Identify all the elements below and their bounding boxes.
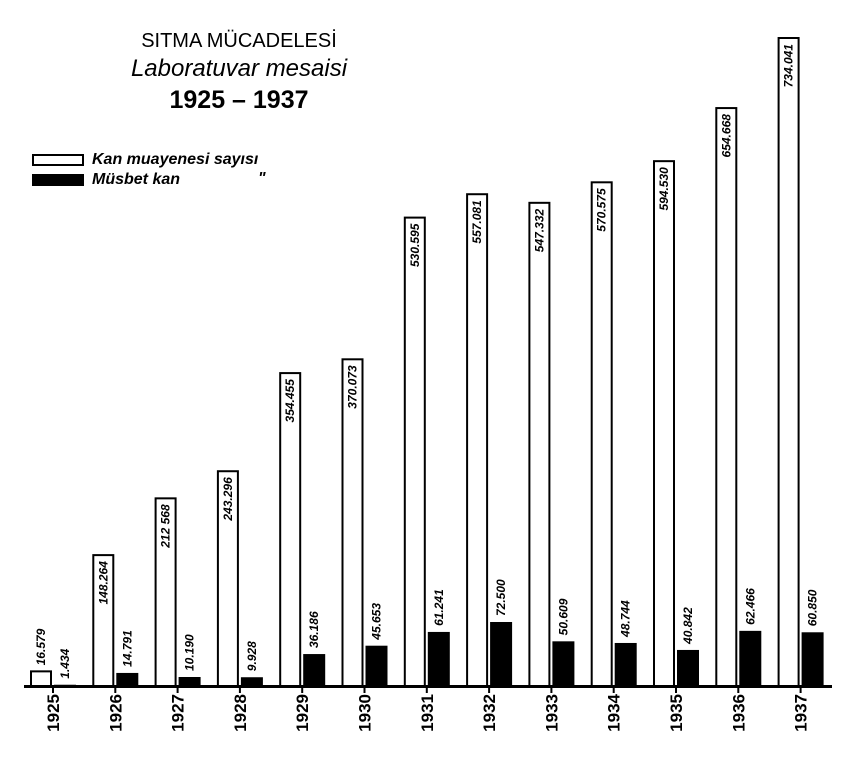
bar-positive: [178, 677, 201, 686]
bar-examinations: [403, 216, 426, 687]
data-label-positive: 10.190: [183, 634, 197, 671]
legend-ditto-mark: ": [258, 170, 266, 187]
data-label-positive: 9.928: [245, 641, 259, 671]
data-label-positive: 14.791: [120, 630, 134, 667]
legend: Kan muayenesi sayısı Müsbet kan: [32, 150, 258, 190]
bar-positive: [490, 621, 513, 686]
data-label-positive: 62.466: [743, 588, 757, 625]
legend-swatch-black: [32, 174, 84, 186]
bar-examinations: [154, 497, 177, 687]
x-tick-label: 1929: [293, 694, 312, 732]
x-tick-label: 1933: [542, 694, 561, 732]
bar-positive: [303, 654, 326, 686]
data-label-positive: 36.186: [307, 611, 321, 648]
data-label-examinations: 594.530: [657, 167, 671, 211]
data-label-examinations: 16.579: [34, 628, 48, 665]
data-label-examinations: 530.595: [408, 223, 422, 267]
legend-item-examinations: Kan muayenesi sayısı: [32, 150, 258, 170]
data-label-positive: 61.241: [432, 589, 446, 626]
bar-positive: [427, 631, 450, 686]
bar-positive: [614, 642, 637, 686]
legend-label-examinations: Kan muayenesi sayısı: [92, 151, 259, 168]
x-tick-label: 1928: [231, 694, 250, 732]
data-label-examinations: 148.264: [96, 561, 110, 605]
x-tick-label: 1936: [729, 694, 748, 732]
data-label-positive: 45.653: [370, 603, 384, 641]
data-label-examinations: 570.575: [595, 188, 609, 232]
bar-examinations: [30, 670, 52, 688]
x-tick-label: 1937: [792, 694, 811, 732]
x-tick-label: 1930: [356, 694, 375, 732]
data-label-positive: 40.842: [681, 607, 695, 645]
x-tick-label: 1926: [106, 694, 125, 732]
x-tick-label: 1925: [44, 694, 63, 732]
data-label-examinations: 654.668: [719, 114, 733, 158]
chart-period: 1925 – 1937: [169, 86, 309, 114]
data-label-examinations: 370.073: [346, 365, 360, 409]
chart-title: SITMA MÜCADELESİ: [141, 30, 337, 52]
bar-positive: [240, 677, 263, 686]
bar-positive: [801, 632, 824, 686]
data-label-examinations: 354.455: [283, 379, 297, 423]
chart-title-block: SITMA MÜCADELESİ Laboratuvar mesaisi 192…: [108, 28, 370, 116]
data-label-examinations: 547.332: [532, 209, 546, 253]
bar-positive: [739, 630, 762, 686]
data-label-positive: 1.434: [58, 648, 72, 678]
bar-positive: [552, 641, 575, 686]
bar-positive: [365, 645, 388, 686]
legend-item-positive: Müsbet kan: [32, 170, 258, 190]
legend-label-positive: Müsbet kan: [92, 171, 181, 188]
x-tick-label: 1934: [605, 693, 624, 731]
data-label-positive: 60.850: [806, 589, 820, 626]
data-label-positive: 50.609: [556, 598, 570, 635]
x-tick-label: 1931: [418, 694, 437, 732]
data-label-examinations: 212 568: [159, 504, 173, 549]
bar-examinations: [216, 470, 239, 688]
bar-positive: [677, 649, 699, 686]
bar-examinations: [590, 181, 613, 688]
bar-examinations: [653, 160, 675, 687]
bar-positive: [54, 684, 76, 686]
data-label-examinations: 243.296: [221, 477, 235, 522]
data-label-positive: 48.744: [619, 600, 633, 638]
bar-examinations: [279, 372, 302, 687]
bar-examinations: [528, 201, 551, 687]
bar-examinations: [92, 554, 115, 688]
bar-positive: [116, 672, 139, 686]
bar-examinations: [341, 358, 364, 687]
data-label-examinations: 557.081: [470, 200, 484, 244]
x-tick-label: 1927: [169, 694, 188, 732]
bar-examinations: [777, 37, 800, 687]
x-tick-label: 1935: [667, 694, 686, 732]
data-label-positive: 72.500: [494, 579, 508, 616]
bar-examinations: [466, 193, 489, 688]
bar-examinations: [715, 107, 738, 687]
x-tick-label: 1932: [480, 694, 499, 732]
data-label-examinations: 734.041: [782, 44, 796, 88]
legend-swatch-white: [32, 154, 84, 166]
chart-subtitle: Laboratuvar mesaisi: [130, 55, 348, 82]
